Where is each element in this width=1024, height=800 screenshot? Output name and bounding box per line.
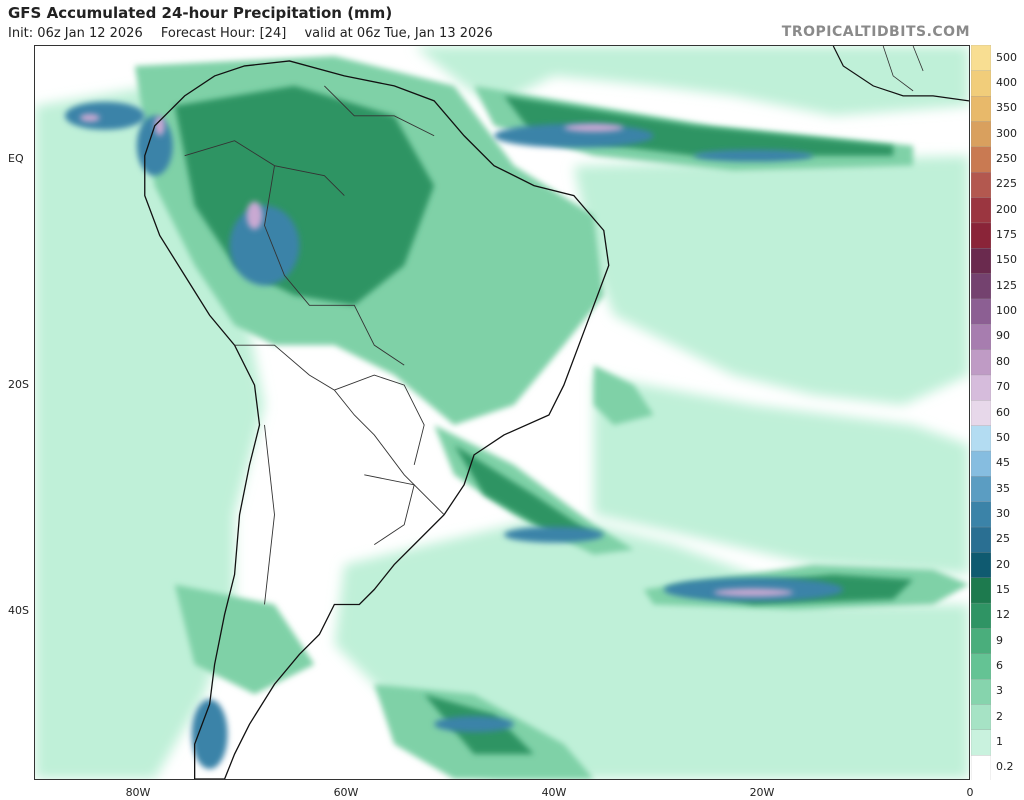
colorbar-label: 200: [996, 202, 1017, 216]
colorbar-label: 150: [996, 253, 1017, 267]
colorbar-swatch: [971, 222, 991, 249]
colorbar-label: 175: [996, 228, 1017, 242]
colorbar-swatch: [971, 754, 991, 780]
colorbar-swatch: [971, 729, 991, 756]
africa-coastline: [832, 46, 969, 102]
colorbar-swatch: [971, 627, 991, 654]
colorbar-label: 90: [996, 329, 1010, 343]
colorbar-label: 30: [996, 506, 1010, 520]
colorbar-label: 125: [996, 278, 1017, 292]
lat-label-20s: 20S: [8, 378, 29, 391]
colorbar-swatch: [971, 70, 991, 97]
lon-label-80w: 80W: [125, 786, 151, 799]
lat-label-40s: 40S: [8, 604, 29, 617]
colorbar-label: 2: [996, 709, 1003, 723]
colorbar-swatch: [971, 501, 991, 528]
colorbar-label: 20: [996, 557, 1010, 571]
colorbar-swatch: [971, 323, 991, 350]
colorbar-swatch: [971, 196, 991, 224]
colorbar-label: 300: [996, 126, 1017, 140]
precip-extreme-cores: [79, 113, 794, 597]
colorbar-label: 225: [996, 177, 1017, 191]
colorbar-label: 70: [996, 380, 1010, 394]
colorbar-label: 500: [996, 50, 1017, 64]
precip-map: [34, 45, 970, 780]
south-america-coastline: [144, 60, 610, 779]
lon-label-60w: 60W: [333, 786, 359, 799]
colorbar-label: 6: [996, 658, 1003, 672]
colorbar-swatch: [971, 450, 991, 477]
africa-borders: [882, 46, 924, 92]
colorbar-swatch: [971, 602, 991, 629]
colorbar-swatch: [971, 399, 991, 426]
colorbar-label: 15: [996, 582, 1010, 596]
colorbar-label: 250: [996, 152, 1017, 166]
colorbar-swatch: [971, 120, 991, 148]
init-time: Init: 06z Jan 12 2026: [8, 26, 143, 41]
colorbar-label: 45: [996, 456, 1010, 470]
colorbar-swatch: [971, 95, 991, 122]
colorbar: [971, 45, 991, 780]
colorbar-swatch: [971, 577, 991, 604]
colorbar-label: 100: [996, 304, 1017, 318]
chart-subtitle: Init: 06z Jan 12 2026 Forecast Hour: [24…: [8, 26, 507, 41]
lon-label-40w: 40W: [541, 786, 567, 799]
colorbar-label: 35: [996, 481, 1010, 495]
colorbar-swatch: [971, 703, 991, 730]
colorbar-label: 1: [996, 734, 1003, 748]
colorbar-label: 80: [996, 354, 1010, 368]
colorbar-swatch: [971, 45, 991, 71]
colorbar-swatch: [971, 653, 991, 680]
colorbar-swatch: [971, 298, 991, 325]
valid-time: valid at 06z Tue, Jan 13 2026: [304, 26, 493, 41]
colorbar-label: 12: [996, 608, 1010, 622]
colorbar-label: 350: [996, 101, 1017, 115]
colorbar-swatch: [971, 146, 991, 173]
colorbar-swatch: [971, 348, 991, 376]
colorbar-label: 0.2: [996, 760, 1014, 774]
colorbar-label: 400: [996, 76, 1017, 90]
brand-watermark: TROPICALTIDBITS.COM: [781, 24, 970, 40]
colorbar-swatch: [971, 425, 991, 452]
chart-title: GFS Accumulated 24-hour Precipitation (m…: [8, 4, 393, 22]
colorbar-swatch: [971, 475, 991, 502]
colorbar-label: 9: [996, 633, 1003, 647]
forecast-hour: Forecast Hour: [24]: [160, 26, 287, 41]
lat-label-eq: EQ: [8, 152, 24, 165]
colorbar-swatch: [971, 551, 991, 578]
colorbar-label: 3: [996, 684, 1003, 698]
colorbar-swatch: [971, 678, 991, 705]
colorbar-swatch: [971, 247, 991, 274]
colorbar-swatch: [971, 374, 991, 401]
lon-label-0: 0: [966, 786, 974, 799]
country-borders: [184, 85, 445, 605]
colorbar-label: 60: [996, 405, 1010, 419]
colorbar-swatch: [971, 526, 991, 553]
colorbar-label: 50: [996, 430, 1010, 444]
colorbar-swatch: [971, 171, 991, 198]
colorbar-label: 25: [996, 532, 1010, 546]
colorbar-swatch: [971, 272, 991, 300]
lon-label-20w: 20W: [749, 786, 775, 799]
